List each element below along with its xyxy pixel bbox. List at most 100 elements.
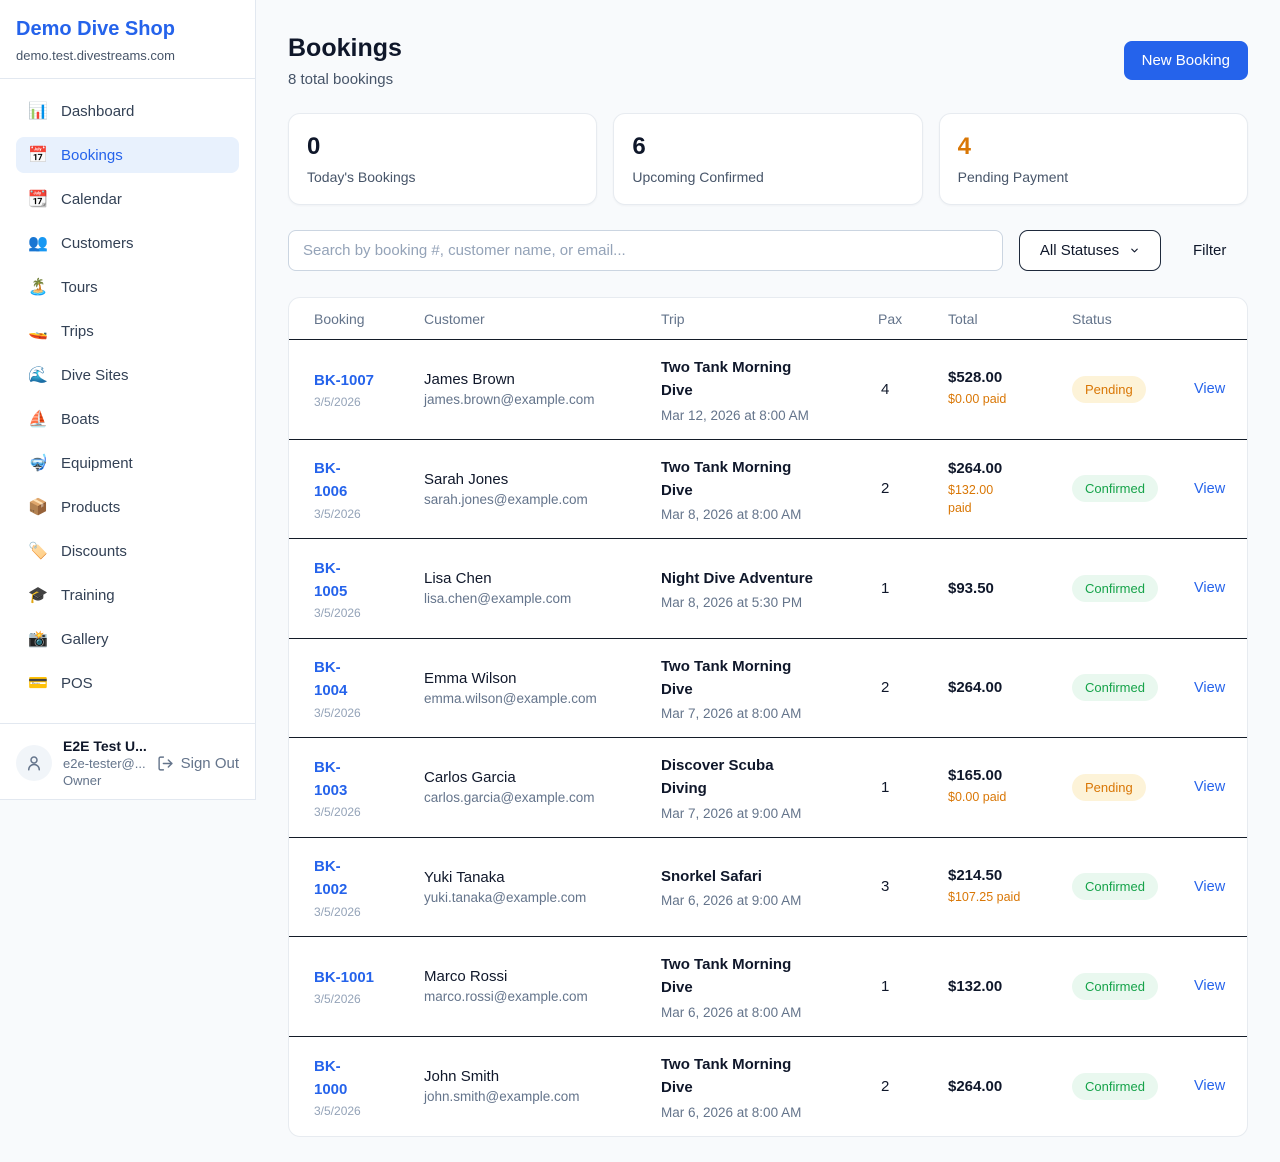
sidebar-item-bookings[interactable]: 📅 Bookings bbox=[16, 137, 239, 173]
customer-cell: Carlos Garcia carlos.garcia@example.com bbox=[424, 769, 661, 805]
user-name: E2E Test U... bbox=[63, 738, 147, 754]
view-link[interactable]: View bbox=[1194, 878, 1226, 895]
user-role: Owner bbox=[63, 773, 102, 788]
view-link[interactable]: View bbox=[1194, 679, 1226, 696]
trip-datetime: Mar 6, 2026 at 8:00 AM bbox=[661, 1104, 802, 1120]
logout-icon bbox=[158, 755, 173, 771]
total-amount: $93.50 bbox=[948, 579, 994, 597]
status-cell: Pending bbox=[1072, 375, 1194, 403]
booking-number-link[interactable]: BK- 1005 bbox=[314, 559, 348, 600]
sidebar-item-dive-sites[interactable]: 🌊 Dive Sites bbox=[16, 357, 239, 393]
stat-cards: 0 Today's Bookings 6 Upcoming Confirmed … bbox=[288, 113, 1248, 205]
trip-datetime: Mar 8, 2026 at 8:00 AM bbox=[661, 507, 802, 522]
sidebar-item-calendar[interactable]: 📆 Calendar bbox=[16, 181, 239, 217]
trip-datetime: Mar 6, 2026 at 9:00 AM bbox=[661, 893, 802, 909]
booking-cell: BK- 1003 3/5/2026 bbox=[314, 756, 424, 820]
credit-card-icon: 💳 bbox=[28, 675, 48, 692]
status-select[interactable]: All Statuses bbox=[1019, 230, 1161, 271]
page-title: Bookings bbox=[288, 34, 402, 62]
booking-date: 3/5/2026 bbox=[314, 606, 361, 620]
sidebar-item-equipment[interactable]: 🤿 Equipment bbox=[16, 445, 239, 481]
customer-cell: James Brown james.brown@example.com bbox=[424, 371, 661, 407]
sidebar-item-label: Products bbox=[61, 498, 121, 516]
booking-number-link[interactable]: BK- 1004 bbox=[314, 659, 348, 700]
sidebar-item-discounts[interactable]: 🏷️ Discounts bbox=[16, 533, 239, 569]
booking-number-link[interactable]: BK- 1006 bbox=[314, 460, 348, 501]
customer-cell: Yuki Tanaka yuki.tanaka@example.com bbox=[424, 869, 661, 905]
stat-label: Pending Payment bbox=[957, 169, 1069, 185]
sidebar-item-boats[interactable]: ⛵ Boats bbox=[16, 401, 239, 437]
sidebar-item-trips[interactable]: 🚤 Trips bbox=[16, 313, 239, 349]
sidebar-item-label: Dive Sites bbox=[61, 366, 129, 384]
col-header-booking: Booking bbox=[314, 310, 365, 327]
wave-icon: 🌊 bbox=[28, 367, 48, 384]
sidebar-item-products[interactable]: 📦 Products bbox=[16, 489, 239, 525]
status-select-value: All Statuses bbox=[1039, 242, 1120, 259]
sidebar-item-tours[interactable]: 🏝️ Tours bbox=[16, 269, 239, 305]
booking-number-link[interactable]: BK-1007 bbox=[314, 372, 375, 390]
sidebar-item-training[interactable]: 🎓 Training bbox=[16, 577, 239, 613]
status-cell: Confirmed bbox=[1072, 1072, 1194, 1100]
table-row: BK- 1000 3/5/2026 John Smith john.smith@… bbox=[289, 1037, 1247, 1137]
total-amount: $165.00 bbox=[948, 767, 1003, 785]
view-link[interactable]: View bbox=[1194, 1078, 1226, 1095]
trip-name: Snorkel Safari bbox=[661, 868, 762, 886]
avatar bbox=[16, 745, 52, 781]
booking-date: 3/5/2026 bbox=[314, 904, 361, 919]
total-cell: $93.50 bbox=[948, 580, 1072, 597]
col-header-customer: Customer bbox=[424, 310, 485, 327]
page-subtitle: 8 total bookings bbox=[288, 71, 394, 88]
booking-date: 3/5/2026 bbox=[314, 705, 361, 720]
customer-name: John Smith bbox=[424, 1068, 500, 1086]
pax-value: 3 bbox=[881, 878, 890, 896]
booking-number-link[interactable]: BK- 1003 bbox=[314, 758, 348, 799]
customer-email: sarah.jones@example.com bbox=[424, 491, 588, 507]
search-input[interactable] bbox=[288, 230, 1003, 271]
pax-value: 2 bbox=[881, 480, 890, 498]
view-link[interactable]: View bbox=[1194, 978, 1226, 995]
chevron-down-icon bbox=[1131, 248, 1138, 253]
total-amount: $132.00 bbox=[948, 977, 1003, 995]
total-amount: $214.50 bbox=[948, 866, 1003, 884]
calendar-icon: 📅 bbox=[28, 147, 48, 164]
sign-out-button[interactable]: Sign Out bbox=[157, 755, 239, 772]
sidebar-item-dashboard[interactable]: 📊 Dashboard bbox=[16, 93, 239, 129]
customer-cell: Sarah Jones sarah.jones@example.com bbox=[424, 471, 661, 507]
paid-amount: $132.00 paid bbox=[948, 482, 994, 516]
customer-email: john.smith@example.com bbox=[424, 1089, 580, 1105]
view-link[interactable]: View bbox=[1194, 480, 1226, 497]
booking-date: 3/5/2026 bbox=[314, 395, 361, 410]
sidebar-item-label: Customers bbox=[61, 234, 134, 252]
filter-button[interactable]: Filter bbox=[1193, 242, 1227, 259]
sidebar-item-gallery[interactable]: 📸 Gallery bbox=[16, 621, 239, 657]
view-link[interactable]: View bbox=[1194, 381, 1226, 398]
trip-name: Two Tank Morning Dive bbox=[661, 956, 792, 997]
speedboat-icon: 🚤 bbox=[28, 323, 48, 340]
status-badge: Pending bbox=[1072, 773, 1146, 801]
sidebar-item-label: Calendar bbox=[61, 190, 122, 208]
customer-name: Marco Rossi bbox=[424, 968, 508, 986]
sidebar-item-customers[interactable]: 👥 Customers bbox=[16, 225, 239, 261]
customer-email: yuki.tanaka@example.com bbox=[424, 889, 587, 905]
booking-number-link[interactable]: BK-1001 bbox=[314, 969, 375, 987]
sidebar-item-label: Gallery bbox=[61, 630, 109, 648]
customer-name: Yuki Tanaka bbox=[424, 868, 505, 886]
trip-datetime: Mar 12, 2026 at 8:00 AM bbox=[661, 407, 809, 423]
sidebar-item-pos[interactable]: 💳 POS bbox=[16, 665, 239, 701]
shop-domain: demo.test.divestreams.com bbox=[16, 48, 175, 63]
table-row: BK-1007 3/5/2026 James Brown james.brown… bbox=[289, 340, 1247, 440]
status-cell: Confirmed bbox=[1072, 972, 1194, 1000]
booking-number-link[interactable]: BK- 1002 bbox=[314, 858, 348, 899]
total-cell: $264.00 $132.00 paid bbox=[948, 460, 1072, 519]
stat-card-todays-bookings: 0 Today's Bookings bbox=[288, 113, 598, 205]
trip-cell: Two Tank Morning Dive Mar 6, 2026 at 8:0… bbox=[661, 953, 878, 1020]
view-link[interactable]: View bbox=[1194, 580, 1226, 597]
new-booking-button[interactable]: New Booking bbox=[1123, 41, 1248, 80]
sign-out-label: Sign Out bbox=[180, 754, 239, 772]
view-link[interactable]: View bbox=[1194, 779, 1226, 796]
status-cell: Confirmed bbox=[1072, 574, 1194, 602]
status-cell: Confirmed bbox=[1072, 873, 1194, 901]
customer-email: lisa.chen@example.com bbox=[424, 591, 572, 607]
booking-number-link[interactable]: BK- 1000 bbox=[314, 1057, 348, 1098]
page-header: Bookings 8 total bookings New Booking bbox=[288, 34, 1248, 88]
